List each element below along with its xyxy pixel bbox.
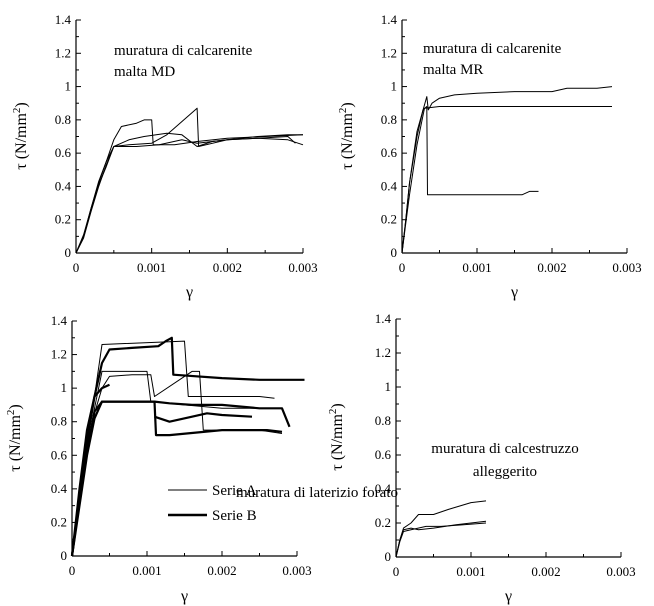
series-line-3	[71, 370, 283, 557]
y-tick-label: 1	[61, 380, 68, 395]
y-tick-label: 0	[61, 548, 68, 563]
series-line-3	[395, 522, 487, 558]
y-tick-label: 0.6	[381, 145, 398, 160]
y-tick-label: 1.2	[381, 45, 397, 60]
y-tick-label: 1	[385, 379, 392, 394]
x-tick-label: 0.003	[612, 260, 641, 275]
series-line-3	[401, 86, 613, 254]
x-tick-label: 0	[73, 260, 80, 275]
chart-annotation: muratura di calcarenite	[423, 41, 562, 57]
x-axis-label: γ	[504, 588, 512, 605]
y-tick-label: 1.2	[55, 45, 71, 60]
y-tick-label: 0.2	[51, 514, 67, 529]
x-tick-label: 0	[399, 260, 406, 275]
y-tick-label: 1.4	[55, 12, 72, 27]
y-tick-label: 0	[65, 245, 72, 260]
y-tick-label: 0.6	[51, 447, 68, 462]
y-tick-label: 1.4	[375, 311, 392, 326]
y-tick-label: 1.2	[51, 347, 67, 362]
y-tick-label: 0.4	[51, 481, 68, 496]
y-tick-label: 0.8	[375, 413, 391, 428]
x-tick-label: 0.002	[213, 260, 242, 275]
x-axis-label: γ	[510, 284, 518, 301]
y-tick-label: 0.4	[375, 481, 392, 496]
x-tick-label: 0	[393, 564, 400, 579]
y-tick-label: 0.2	[381, 212, 397, 227]
y-tick-label: 0.8	[55, 112, 71, 127]
series-line-3	[75, 107, 303, 254]
x-tick-label: 0.002	[207, 563, 236, 578]
series-line-2	[71, 370, 275, 557]
x-tick-label: 0.001	[462, 260, 491, 275]
chart-panel-1: 0 0.2 0.4 0.6 0.8 1 1.2 1.4 0 0.001 0.002 0.003 γ τ (…	[11, 12, 318, 301]
chart-annotation: malta MR	[423, 62, 483, 78]
series-line-4	[70, 336, 305, 557]
y-axis-label: τ (N/mm2)	[337, 102, 356, 169]
series-line-4	[75, 119, 304, 254]
series-line-1	[401, 106, 539, 254]
y-axis-label: τ (N/mm2)	[5, 404, 24, 471]
x-axis-label: γ	[185, 284, 193, 301]
y-tick-label: 0.6	[55, 145, 72, 160]
y-tick-label: 1.4	[381, 12, 398, 27]
y-tick-label: 1.4	[51, 313, 68, 328]
y-tick-label: 0.4	[55, 178, 72, 193]
x-tick-label: 0.003	[282, 563, 311, 578]
y-tick-label: 0.8	[381, 112, 397, 127]
y-axis-label: τ (N/mm2)	[11, 102, 30, 169]
x-tick-label: 0.002	[537, 260, 566, 275]
chart-panel-3: 0 0.2 0.4 0.6 0.8 1 1.2 1.4 0 0.001 0.002 0.003 γ τ (…	[5, 313, 398, 605]
y-tick-label: 0.2	[55, 212, 71, 227]
y-axis-label: τ (N/mm2)	[327, 403, 346, 470]
x-tick-label: 0.003	[606, 564, 635, 579]
chart-annotation: alleggerito	[473, 464, 537, 480]
x-tick-label: 0.001	[132, 563, 161, 578]
y-tick-label: 0.4	[381, 178, 398, 193]
y-tick-label: 0.8	[51, 414, 67, 429]
y-tick-label: 1	[391, 79, 398, 94]
y-tick-label: 0.2	[375, 515, 391, 530]
x-axis-label: γ	[180, 588, 188, 605]
x-tick-label: 0.001	[137, 260, 166, 275]
legend-label: Serie A	[212, 483, 257, 499]
series-line-7	[70, 383, 110, 557]
y-tick-label: 0	[385, 549, 392, 564]
series-line-5	[70, 400, 283, 557]
y-tick-label: 1	[65, 79, 72, 94]
chart-annotation: muratura di laterizio forato	[236, 485, 398, 501]
x-tick-label: 0.003	[288, 260, 317, 275]
chart-panel-4: 0 0.2 0.4 0.6 0.8 1 1.2 1.4 0 0.001 0.002 0.003 γ τ (…	[327, 311, 636, 605]
y-tick-label: 0.6	[375, 447, 392, 462]
series-line-2	[395, 520, 487, 558]
y-tick-label: 0	[391, 245, 398, 260]
series-line-6	[70, 400, 291, 557]
chart-annotation: malta MD	[114, 64, 175, 80]
chart-annotation: muratura di calcestruzzo	[431, 441, 578, 457]
x-tick-label: 0.001	[456, 564, 485, 579]
chart-panel-2: 0 0.2 0.4 0.6 0.8 1 1.2 1.4 0 0.001 0.002 0.003 γ τ (…	[337, 12, 642, 301]
chart-annotation: muratura di calcarenite	[114, 43, 253, 59]
series-line-8	[154, 412, 253, 423]
x-tick-label: 0.002	[531, 564, 560, 579]
series-line-2	[401, 106, 612, 254]
y-tick-label: 1.2	[375, 345, 391, 360]
legend-label: Serie B	[212, 508, 257, 524]
x-tick-label: 0	[69, 563, 76, 578]
